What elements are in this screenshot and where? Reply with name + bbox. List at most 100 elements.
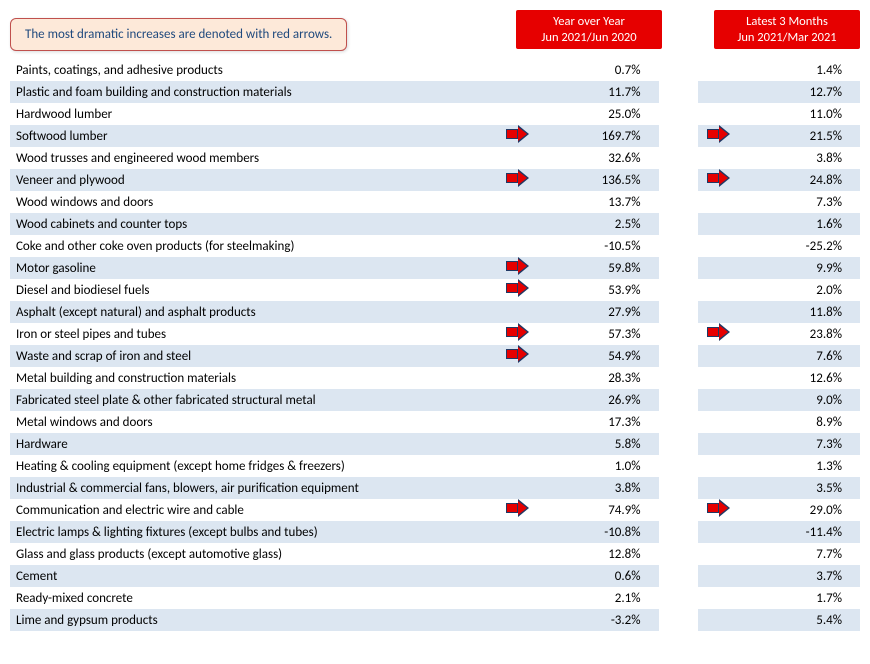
m3-value: 9.0% [738,389,860,411]
m3-value: 12.6% [738,367,860,389]
m3-arrow-cell [698,103,738,125]
m3-arrow-cell [698,433,738,455]
table-row: Metal building and construction material… [10,367,860,389]
product-label: Metal windows and doors [10,411,497,433]
yoy-arrow-cell [497,389,537,411]
table-row: Hardware5.8%7.3% [10,433,860,455]
table-row: Waste and scrap of iron and steel54.9%7.… [10,345,860,367]
gap-cell [659,125,699,147]
yoy-arrow-cell [497,125,537,147]
product-label: Coke and other coke oven products (for s… [10,235,497,257]
m3-arrow-cell [698,565,738,587]
m3-value: 12.7% [738,81,860,103]
gap-cell [659,455,699,477]
increase-arrow-icon [707,324,729,340]
product-label: Iron or steel pipes and tubes [10,323,497,345]
table-row: Paints, coatings, and adhesive products0… [10,59,860,81]
yoy-value: -3.2% [537,609,659,631]
product-label: Lime and gypsum products [10,609,497,631]
m3-value: 7.7% [738,543,860,565]
table-row: Electric lamps & lighting fixtures (exce… [10,521,860,543]
gap-cell [659,565,699,587]
m3-value: 2.0% [738,279,860,301]
m3-arrow-cell [698,257,738,279]
yoy-arrow-cell [497,499,537,521]
table-row: Iron or steel pipes and tubes57.3%23.8% [10,323,860,345]
gap-cell [659,521,699,543]
table-row: Wood windows and doors13.7%7.3% [10,191,860,213]
m3-arrow-cell [698,323,738,345]
table-row: Plastic and foam building and constructi… [10,81,860,103]
product-label: Diesel and biodiesel fuels [10,279,497,301]
yoy-arrow-cell [497,81,537,103]
product-label: Wood cabinets and counter tops [10,213,497,235]
product-label: Veneer and plywood [10,169,497,191]
product-label: Cement [10,565,497,587]
m3-arrow-cell [698,301,738,323]
increase-arrow-icon [506,280,528,296]
yoy-value: 0.7% [537,59,659,81]
gap-cell [659,367,699,389]
yoy-arrow-cell [497,455,537,477]
table-row: Cement0.6%3.7% [10,565,860,587]
table-row: Asphalt (except natural) and asphalt pro… [10,301,860,323]
yoy-value: 74.9% [537,499,659,521]
increase-arrow-icon [707,170,729,186]
column-header-3mo-line1: Latest 3 Months [720,14,854,30]
m3-arrow-cell [698,191,738,213]
column-header-yoy: Year over Year Jun 2021/Jun 2020 [516,10,662,49]
gap-cell [659,169,699,191]
yoy-arrow-cell [497,213,537,235]
product-label: Wood trusses and engineered wood members [10,147,497,169]
yoy-arrow-cell [497,235,537,257]
gap-cell [659,103,699,125]
m3-arrow-cell [698,455,738,477]
product-label: Glass and glass products (except automot… [10,543,497,565]
table-row: Industrial & commercial fans, blowers, a… [10,477,860,499]
m3-arrow-cell [698,367,738,389]
yoy-value: 59.8% [537,257,659,279]
m3-arrow-cell [698,521,738,543]
m3-value: 7.3% [738,433,860,455]
yoy-arrow-cell [497,59,537,81]
product-label: Fabricated steel plate & other fabricate… [10,389,497,411]
yoy-arrow-cell [497,477,537,499]
m3-value: 24.8% [738,169,860,191]
yoy-arrow-cell [497,411,537,433]
gap-cell [659,301,699,323]
yoy-value: 1.0% [537,455,659,477]
yoy-value: 54.9% [537,345,659,367]
m3-arrow-cell [698,609,738,631]
product-label: Ready-mixed concrete [10,587,497,609]
gap-cell [659,499,699,521]
product-label: Wood windows and doors [10,191,497,213]
m3-arrow-cell [698,59,738,81]
yoy-arrow-cell [497,301,537,323]
callout-text: The most dramatic increases are denoted … [25,27,332,42]
table-row: Fabricated steel plate & other fabricate… [10,389,860,411]
yoy-arrow-cell [497,191,537,213]
yoy-value: 32.6% [537,147,659,169]
product-label: Plastic and foam building and constructi… [10,81,497,103]
column-header-3mo: Latest 3 Months Jun 2021/Mar 2021 [714,10,860,49]
m3-value: 9.9% [738,257,860,279]
yoy-value: 53.9% [537,279,659,301]
yoy-value: 27.9% [537,301,659,323]
m3-value: 1.7% [738,587,860,609]
yoy-value: 0.6% [537,565,659,587]
yoy-arrow-cell [497,279,537,301]
table-row: Lime and gypsum products-3.2%5.4% [10,609,860,631]
m3-value: 1.3% [738,455,860,477]
gap-cell [659,389,699,411]
yoy-value: 136.5% [537,169,659,191]
yoy-arrow-cell [497,345,537,367]
m3-arrow-cell [698,389,738,411]
m3-value: -25.2% [738,235,860,257]
m3-arrow-cell [698,477,738,499]
table-row: Coke and other coke oven products (for s… [10,235,860,257]
table-row: Wood cabinets and counter tops2.5%1.6% [10,213,860,235]
m3-value: 7.3% [738,191,860,213]
increase-arrow-icon [506,500,528,516]
gap-cell [659,191,699,213]
yoy-arrow-cell [497,521,537,543]
